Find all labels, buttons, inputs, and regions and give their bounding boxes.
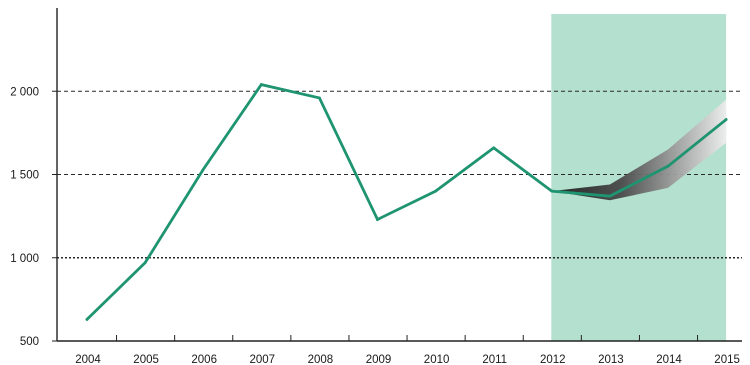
data-point-2004 xyxy=(85,317,89,321)
data-point-2014 xyxy=(666,164,670,168)
data-point-2007 xyxy=(259,83,263,86)
data-point-2009 xyxy=(376,218,379,221)
data-point-2011 xyxy=(492,146,496,150)
x-tick-label: 2013 xyxy=(598,354,624,365)
x-tick-label: 2008 xyxy=(308,354,334,365)
data-point-2006 xyxy=(201,168,205,171)
x-tick-label: 2006 xyxy=(191,354,217,365)
y-tick-label: 1 500 xyxy=(10,170,39,182)
axes-layer xyxy=(52,8,742,342)
forecast-band-layer xyxy=(551,99,727,201)
data-point-2005 xyxy=(143,261,147,265)
x-tick-label: 2009 xyxy=(366,354,392,365)
data-point-2008 xyxy=(318,96,321,100)
x-tick-label: 2011 xyxy=(482,354,507,365)
data-point-2013 xyxy=(608,194,612,198)
y-tick-label: 2 000 xyxy=(10,86,39,98)
x-tick-label: 2010 xyxy=(424,354,450,365)
tick-label-layer: 2004 2005 2006 2007 2008 2009 2010 2011 2012 2013… xyxy=(10,86,740,365)
x-tick-label: 2007 xyxy=(250,354,276,365)
series-layer xyxy=(85,83,728,321)
data-point-2015 xyxy=(724,118,728,121)
data-point-2012 xyxy=(550,189,554,193)
x-tick-label: 2015 xyxy=(714,354,740,365)
forecast-band xyxy=(551,99,727,201)
x-tick-label: 2014 xyxy=(656,354,682,365)
x-tick-label: 2004 xyxy=(75,354,101,365)
y-tick-label: 1 000 xyxy=(10,253,39,265)
data-point-2010 xyxy=(434,189,437,193)
x-tick-label: 2005 xyxy=(133,354,159,365)
x-tick-label: 2012 xyxy=(540,354,566,365)
series-line-0 xyxy=(85,83,728,321)
y-tick-label: 500 xyxy=(20,336,39,348)
